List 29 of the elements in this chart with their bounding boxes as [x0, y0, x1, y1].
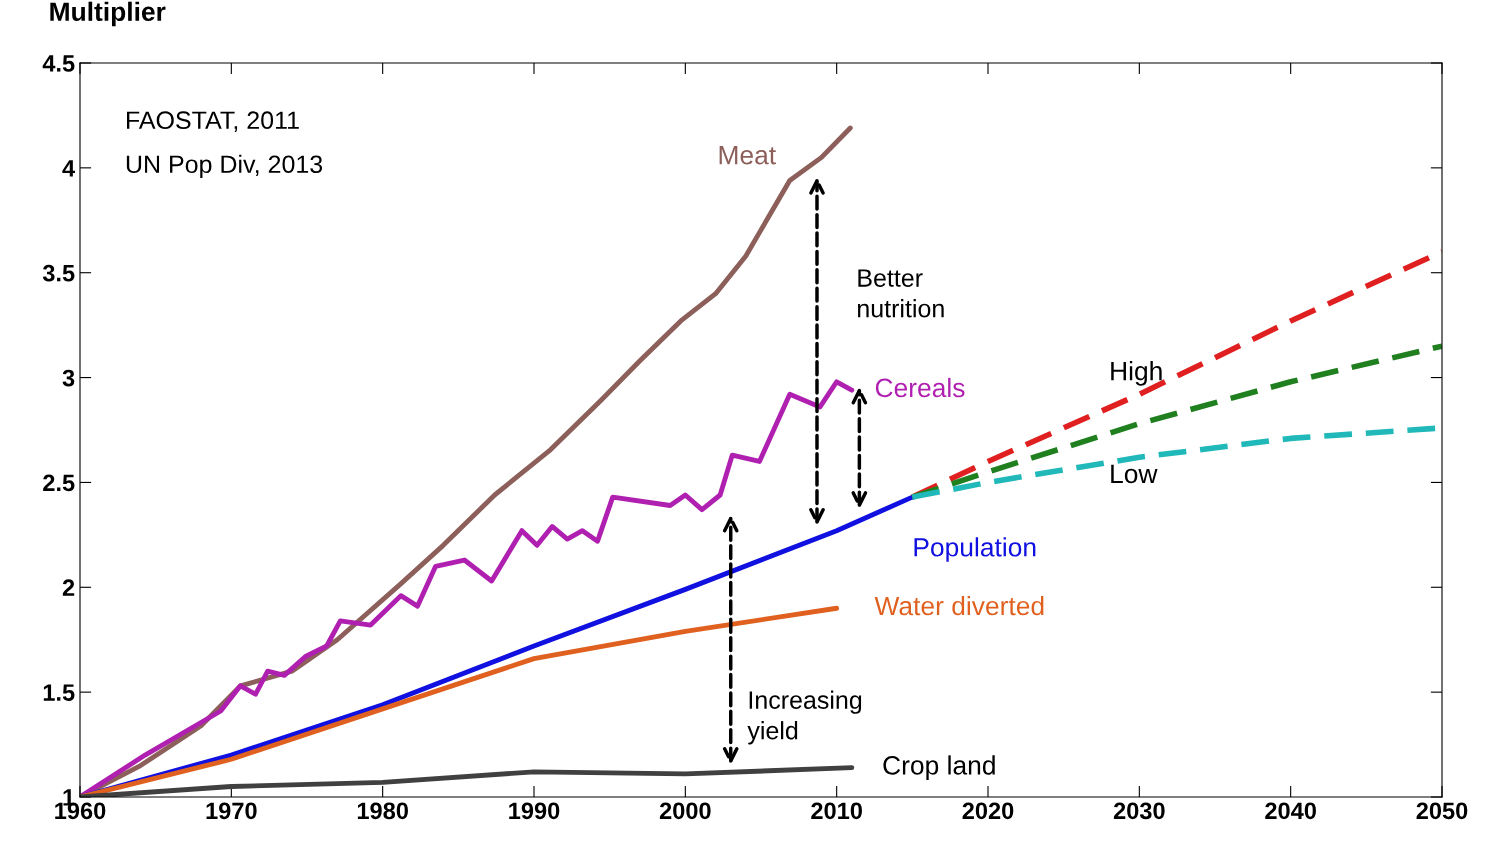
series-label: Cereals	[875, 377, 965, 398]
x-tick-label: 2020	[962, 802, 1014, 820]
y-tick-label: 1.5	[43, 684, 75, 701]
series-label: Water diverted	[874, 595, 1044, 616]
line-series	[80, 765, 855, 797]
x-tick-label: 2030	[1113, 802, 1165, 820]
annotation: FAOSTAT, 2011	[127, 111, 299, 133]
series-label: Meat	[719, 146, 776, 165]
y-tick-label: 3	[62, 369, 75, 387]
y-axis-title: Multiplier	[50, 1, 166, 27]
annotation: UN Pop Div, 2013	[126, 154, 323, 179]
annotation: Better nutrition	[858, 269, 944, 318]
x-tick-label: 1970	[206, 802, 257, 820]
series-label: Population	[914, 537, 1036, 562]
y-tick-label: 4	[62, 160, 76, 177]
x-tick-label: 2040	[1265, 802, 1316, 820]
annotation: Increasing yield	[747, 690, 862, 745]
y-tick-label: 4.5	[42, 55, 75, 72]
y-tick-label: 2.5	[43, 474, 75, 492]
series-label: Crop land	[883, 755, 995, 780]
x-tick-label: 2010	[811, 802, 862, 820]
x-tick-label: 1990	[509, 802, 560, 820]
series-label: High	[1111, 361, 1162, 386]
x-tick-label: 2000	[659, 802, 711, 820]
y-tick-label: 3.5	[42, 264, 75, 282]
x-tick-label: 1980	[357, 802, 408, 820]
y-tick-label: 2	[62, 579, 75, 596]
x-tick-label: 2050	[1416, 802, 1468, 820]
series-label: Low	[1111, 464, 1158, 484]
